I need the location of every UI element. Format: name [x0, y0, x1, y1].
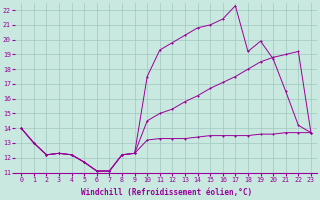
X-axis label: Windchill (Refroidissement éolien,°C): Windchill (Refroidissement éolien,°C) — [81, 188, 252, 197]
